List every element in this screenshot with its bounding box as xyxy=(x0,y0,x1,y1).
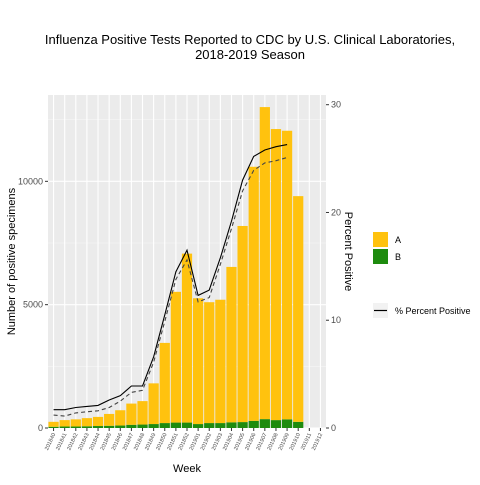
chart-title-line-1: Influenza Positive Tests Reported to CDC… xyxy=(44,32,456,47)
y2-tick-label: 10 xyxy=(331,315,341,325)
bar-b-201847 xyxy=(126,424,137,428)
bar-b-201841 xyxy=(59,426,70,428)
y2-tick-label: 30 xyxy=(331,100,341,110)
bar-b-201905 xyxy=(237,422,248,428)
bar-a-201848 xyxy=(137,401,148,425)
bar-a-201906 xyxy=(248,166,259,421)
bar-b-201844 xyxy=(92,426,104,428)
y-tick-label: 0 xyxy=(38,423,43,433)
y2-tick-label: 20 xyxy=(331,207,341,217)
bar-a-201851 xyxy=(170,291,181,423)
chart-title-line-2: 2018-2019 Season xyxy=(195,47,305,62)
bar-a-201842 xyxy=(70,419,81,427)
bar-a-201840 xyxy=(48,421,59,427)
bar-b-201902 xyxy=(204,423,215,428)
bar-b-201910 xyxy=(293,421,304,428)
bar-b-201848 xyxy=(137,424,148,428)
bar-a-201903 xyxy=(215,299,226,424)
bar-a-201843 xyxy=(81,418,93,427)
bar-b-201909 xyxy=(281,419,293,428)
bar-b-201849 xyxy=(148,424,159,428)
bar-b-201840 xyxy=(48,426,59,428)
x-tick-label: 201912 xyxy=(311,432,324,451)
bar-b-201851 xyxy=(170,422,181,428)
percent-positive-line xyxy=(53,144,288,411)
bar-b-201843 xyxy=(81,426,93,428)
legend-label-a: A xyxy=(395,235,401,245)
bar-a-201909 xyxy=(281,130,293,420)
bar-a-201905 xyxy=(237,225,248,423)
legend-label-percent-positive: % Percent Positive xyxy=(395,306,471,316)
bar-a-201844 xyxy=(92,416,104,427)
legend-key-b xyxy=(373,249,388,264)
bar-b-201850 xyxy=(159,423,170,428)
bar-b-201846 xyxy=(115,425,126,428)
bar-a-201849 xyxy=(148,383,159,425)
bar-a-201852 xyxy=(181,253,193,423)
y2-axis-title: Percent Positive xyxy=(342,212,354,291)
legend-label-b: B xyxy=(395,252,401,262)
bar-b-201842 xyxy=(70,426,81,428)
bar-a-201850 xyxy=(159,342,170,424)
bar-b-201906 xyxy=(248,420,259,428)
y2-tick-label: 0 xyxy=(331,423,336,433)
bar-a-201841 xyxy=(59,420,70,427)
percent-positive-dashed-line xyxy=(53,156,288,417)
bar-b-201907 xyxy=(259,419,270,428)
y-tick-label: 10000 xyxy=(18,176,43,186)
bar-a-201907 xyxy=(259,107,270,420)
bar-a-201904 xyxy=(226,266,237,423)
bar-a-201910 xyxy=(293,196,304,422)
bar-a-201846 xyxy=(115,410,126,426)
bar-a-201908 xyxy=(270,129,282,421)
x-axis-title: Week xyxy=(173,463,201,475)
bar-b-201904 xyxy=(226,422,237,428)
bar-a-201845 xyxy=(104,413,115,426)
bar-b-201901 xyxy=(193,424,204,428)
bar-a-201902 xyxy=(204,302,215,424)
legend-key-a xyxy=(373,232,388,247)
bar-a-201847 xyxy=(126,403,137,425)
bar-b-201845 xyxy=(104,425,115,428)
y-axis-title: Number of positive specimens xyxy=(6,187,18,335)
y-tick-label: 5000 xyxy=(23,300,43,310)
bar-a-201901 xyxy=(193,298,204,425)
bar-b-201903 xyxy=(215,423,226,428)
bar-b-201908 xyxy=(270,420,282,428)
bar-b-201852 xyxy=(181,422,193,428)
